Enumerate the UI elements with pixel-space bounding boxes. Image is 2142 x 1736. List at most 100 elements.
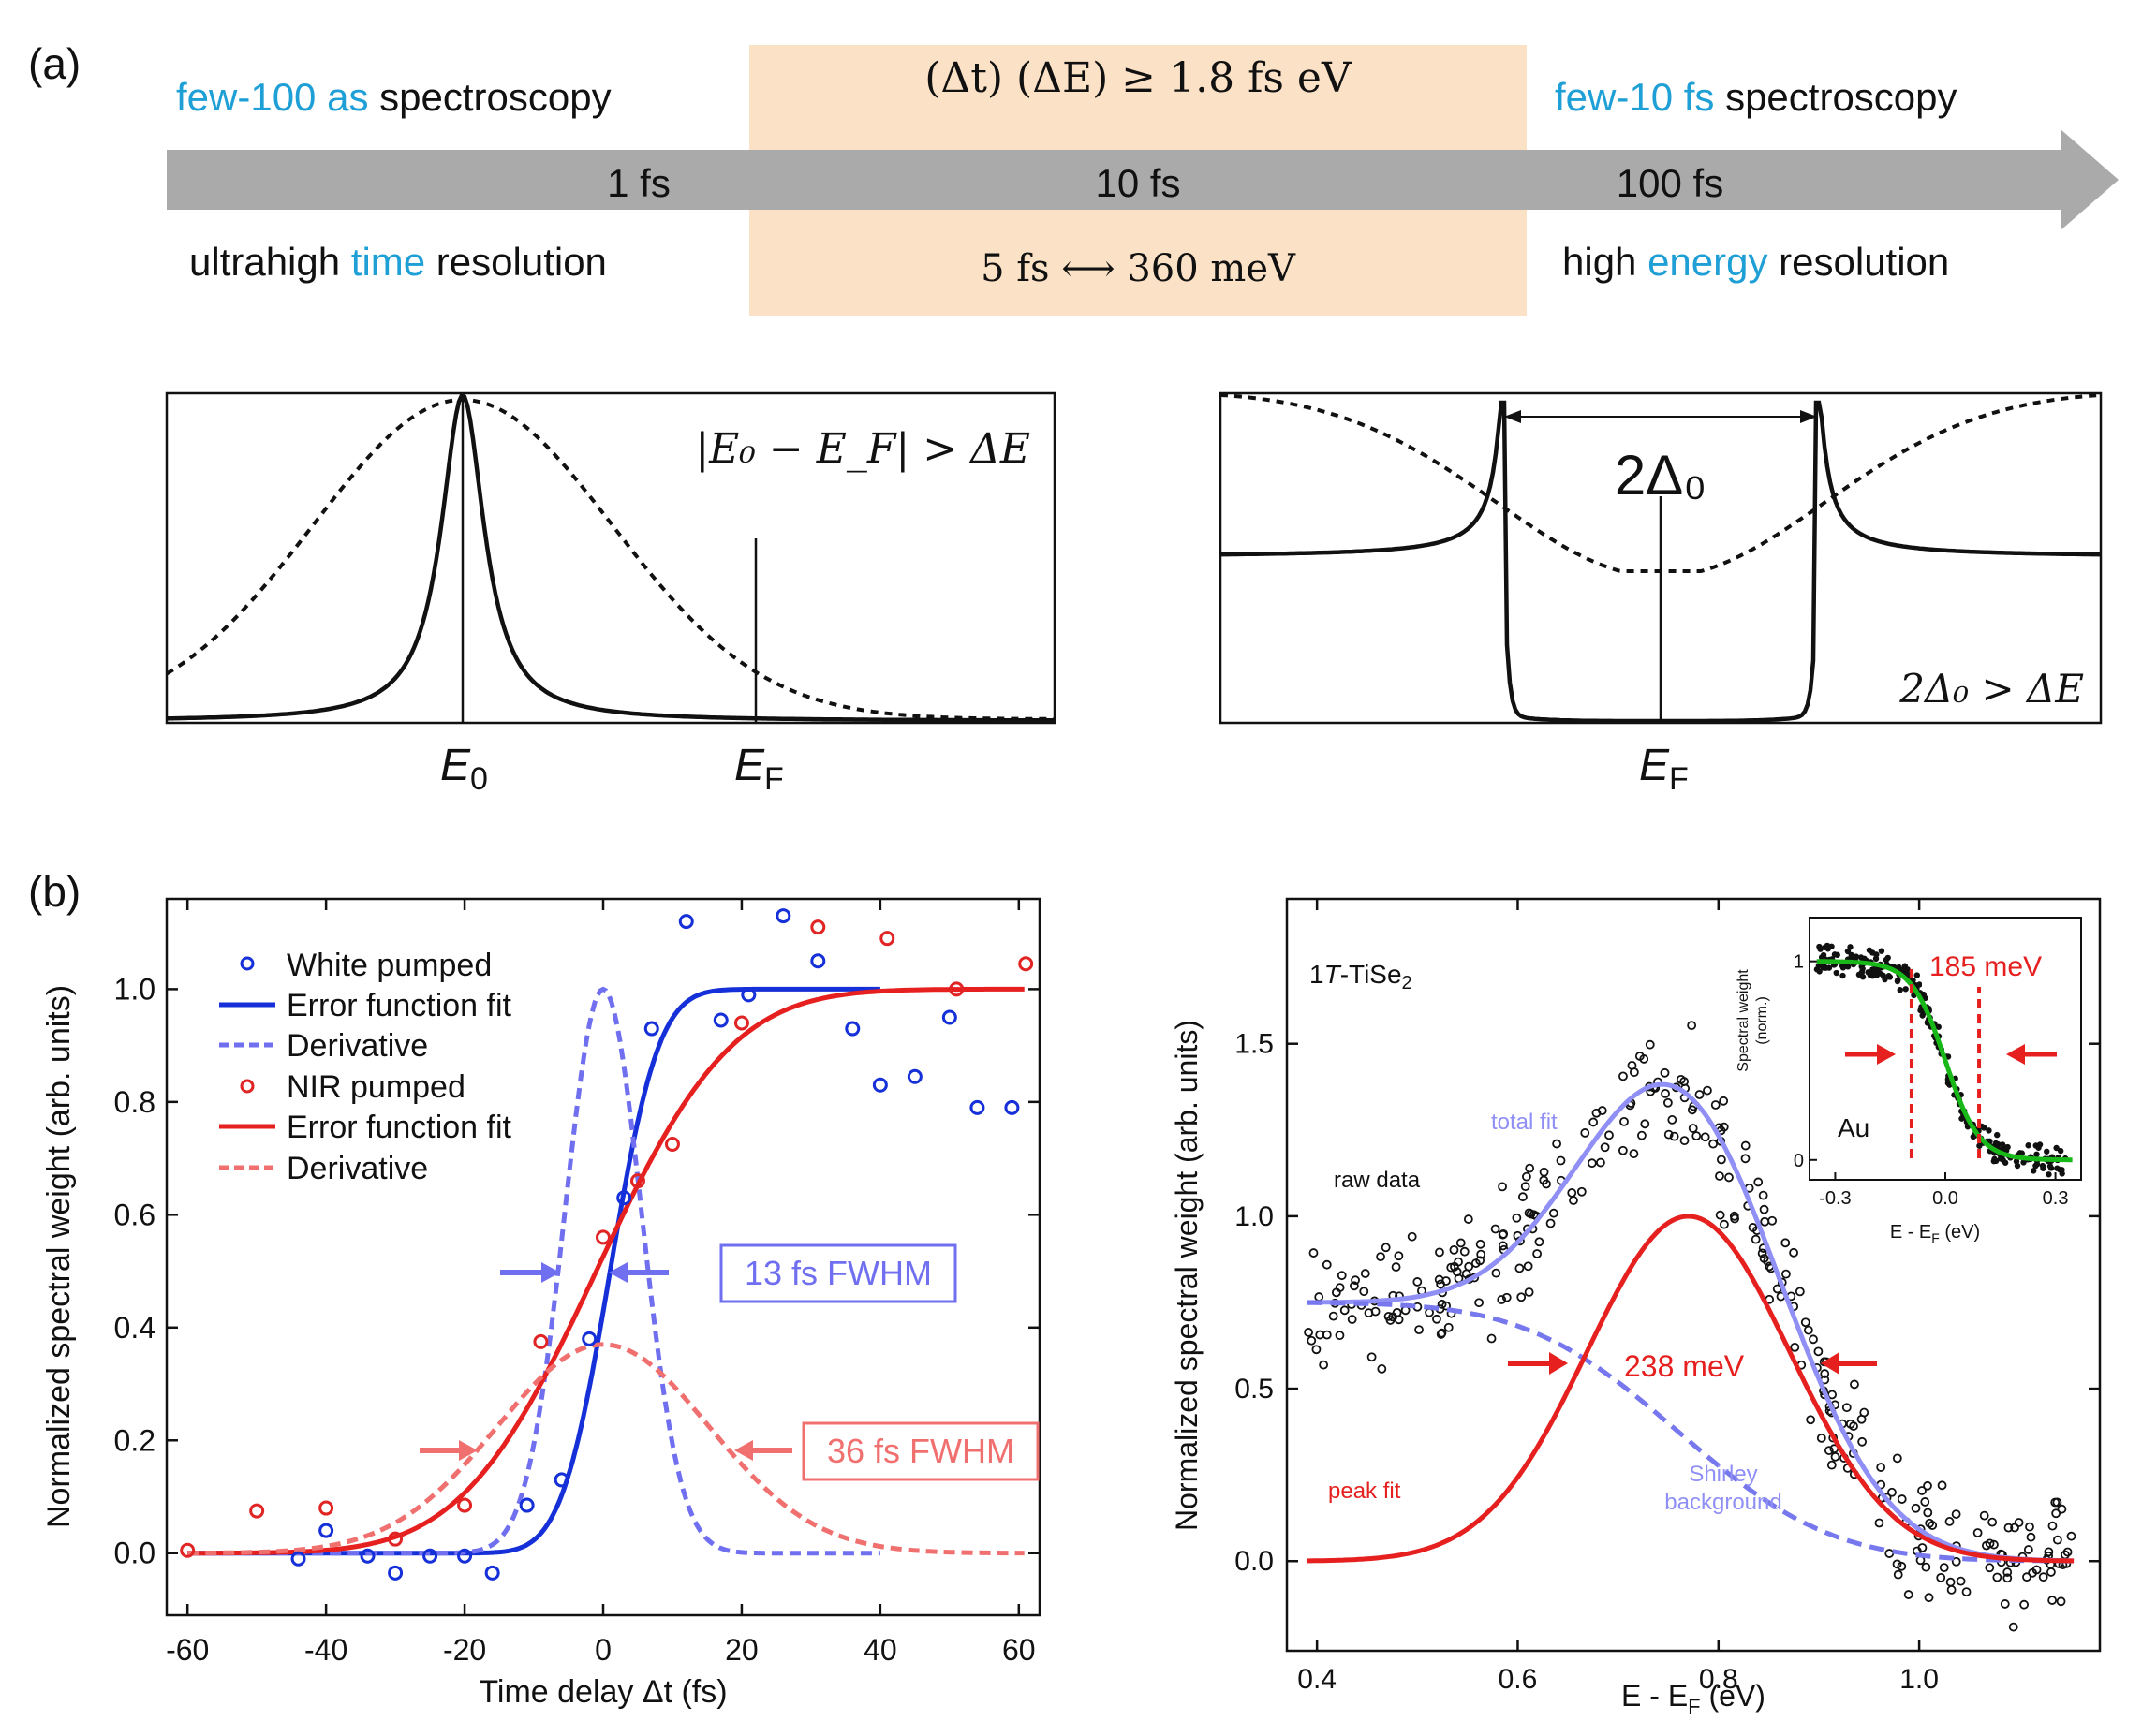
raw-point bbox=[1892, 1453, 1902, 1464]
chart-left-legend: White pumped Error function fit Derivati… bbox=[219, 948, 512, 1186]
data-point bbox=[1004, 1099, 1020, 1115]
raw-point bbox=[1710, 1100, 1721, 1110]
raw-point bbox=[1580, 1128, 1590, 1138]
raw-point bbox=[1359, 1287, 1369, 1297]
inset-y-tick-label: 1 bbox=[1794, 952, 1804, 973]
raw-point bbox=[1394, 1251, 1404, 1261]
raw-point bbox=[2026, 1532, 2036, 1542]
raw-point bbox=[1925, 1518, 1935, 1528]
inset-point bbox=[1816, 968, 1823, 975]
inset-point bbox=[1834, 951, 1840, 959]
raw-point bbox=[1475, 1239, 1485, 1249]
y-tick-label: 0.5 bbox=[1234, 1374, 1274, 1405]
inset-y-tick-label: 0 bbox=[1794, 1151, 1804, 1171]
right-header-accent: few-10 fs bbox=[1555, 75, 1714, 119]
raw-point bbox=[1660, 1067, 1670, 1078]
inset-xlabel: E - EF (eV) bbox=[1890, 1222, 1980, 1245]
data-point bbox=[554, 1472, 569, 1488]
raw-point bbox=[1437, 1299, 1447, 1309]
raw-point bbox=[1588, 1117, 1599, 1127]
raw-point bbox=[1874, 1518, 1884, 1528]
legend-white-pumped-label: White pumped bbox=[287, 948, 492, 983]
y-tick-label: 1.5 bbox=[1234, 1029, 1274, 1060]
y-tick-label: 0.0 bbox=[114, 1537, 155, 1570]
raw-point bbox=[1604, 1130, 1614, 1140]
right-header-rest: spectroscopy bbox=[1714, 75, 1957, 119]
inset-point bbox=[2032, 1162, 2039, 1170]
raw-point bbox=[1522, 1171, 1531, 1182]
annotation-238-text: 238 meV bbox=[1624, 1349, 1745, 1383]
annotation-36fs-text: 36 fs FWHM bbox=[827, 1432, 1014, 1470]
data-point bbox=[318, 1523, 334, 1538]
data-point bbox=[643, 1021, 659, 1037]
raw-point bbox=[1490, 1224, 1500, 1234]
data-point bbox=[776, 908, 791, 924]
raw-point bbox=[1893, 1569, 1903, 1580]
chart-time-delay: -60 -40 -20 0 20 40 60 0.0 0.2 0.4 0.6 0.8 1.0 Time … bbox=[41, 897, 1041, 1710]
raw-point bbox=[1719, 1122, 1729, 1132]
series-total-fit bbox=[1307, 1081, 2075, 1564]
data-point bbox=[457, 1548, 473, 1564]
raw-point bbox=[1917, 1486, 1927, 1495]
raw-point bbox=[2057, 1504, 2067, 1514]
raw-point bbox=[1759, 1204, 1769, 1214]
raw-point bbox=[1627, 1060, 1637, 1070]
raw-point bbox=[1576, 1186, 1587, 1197]
inset-point bbox=[2033, 1151, 2040, 1157]
raw-point bbox=[1449, 1244, 1459, 1255]
raw-point bbox=[1412, 1277, 1423, 1287]
raw-point bbox=[1803, 1325, 1813, 1335]
legend-white-deriv-label: Derivative bbox=[287, 1028, 428, 1064]
timeline-left-footer: ultrahigh time resolution bbox=[189, 240, 607, 284]
legend-white-fit-label: Error function fit bbox=[287, 988, 512, 1023]
legend-nir-pumped-label: NIR pumped bbox=[287, 1069, 465, 1105]
raw-point bbox=[1923, 1480, 1932, 1491]
sample-label-main: -TiSe bbox=[1340, 960, 1402, 989]
inset-right-head bbox=[2006, 1044, 2025, 1065]
raw-point bbox=[1715, 1171, 1724, 1181]
raw-point bbox=[1809, 1334, 1818, 1345]
data-point bbox=[318, 1500, 334, 1516]
raw-point bbox=[1920, 1497, 1930, 1507]
raw-point bbox=[2046, 1567, 2056, 1577]
raw-point bbox=[1667, 1115, 1677, 1125]
inset-point bbox=[1844, 964, 1852, 970]
sample-label-sub: 2 bbox=[1402, 973, 1412, 993]
x-tick-label: -40 bbox=[304, 1633, 347, 1667]
raw-point bbox=[1716, 1155, 1726, 1165]
raw-point bbox=[1661, 1089, 1670, 1098]
raw-point bbox=[1946, 1585, 1957, 1595]
data-point bbox=[388, 1531, 404, 1547]
raw-point bbox=[1679, 1136, 1690, 1146]
label-total-fit: total fit bbox=[1491, 1110, 1558, 1135]
gap-arrow-left-head bbox=[1504, 410, 1521, 423]
raw-point bbox=[1335, 1331, 1345, 1341]
raw-point bbox=[1789, 1247, 1798, 1258]
schematic-left-condition: |E₀ − E_F| > ΔE bbox=[695, 425, 1030, 473]
timeline-right-footer: high energy resolution bbox=[1562, 240, 1949, 284]
sample-label-italic: T bbox=[1324, 960, 1342, 989]
inset-point bbox=[2046, 1163, 2054, 1170]
data-point bbox=[872, 1077, 888, 1093]
inset-point bbox=[1839, 972, 1846, 979]
label-ef-right-sub: F bbox=[1669, 761, 1689, 797]
raw-point bbox=[1740, 1140, 1751, 1151]
raw-point bbox=[1703, 1085, 1712, 1096]
inset-point bbox=[1994, 1131, 2001, 1139]
raw-point bbox=[1501, 1292, 1512, 1302]
data-point bbox=[596, 1229, 611, 1245]
raw-point bbox=[2008, 1622, 2018, 1632]
timeline-tick-10fs: 10 fs bbox=[1095, 161, 1180, 205]
raw-point bbox=[1516, 1292, 1527, 1302]
annotation-36fs: 36 fs FWHM bbox=[420, 1421, 1040, 1481]
band-example: 5 fs ⟷ 360 meV bbox=[981, 247, 1296, 290]
inset-point bbox=[2035, 1144, 2042, 1151]
inset-fermi-fit bbox=[1816, 959, 2073, 1163]
x-tick-label: 20 bbox=[725, 1633, 759, 1667]
raw-point bbox=[1700, 1132, 1710, 1142]
data-point bbox=[810, 919, 826, 935]
x-tick-label: -20 bbox=[443, 1633, 486, 1667]
label-shirley-1: Shirley bbox=[1689, 1462, 1757, 1487]
data-point bbox=[484, 1565, 500, 1581]
data-point bbox=[629, 1173, 645, 1189]
